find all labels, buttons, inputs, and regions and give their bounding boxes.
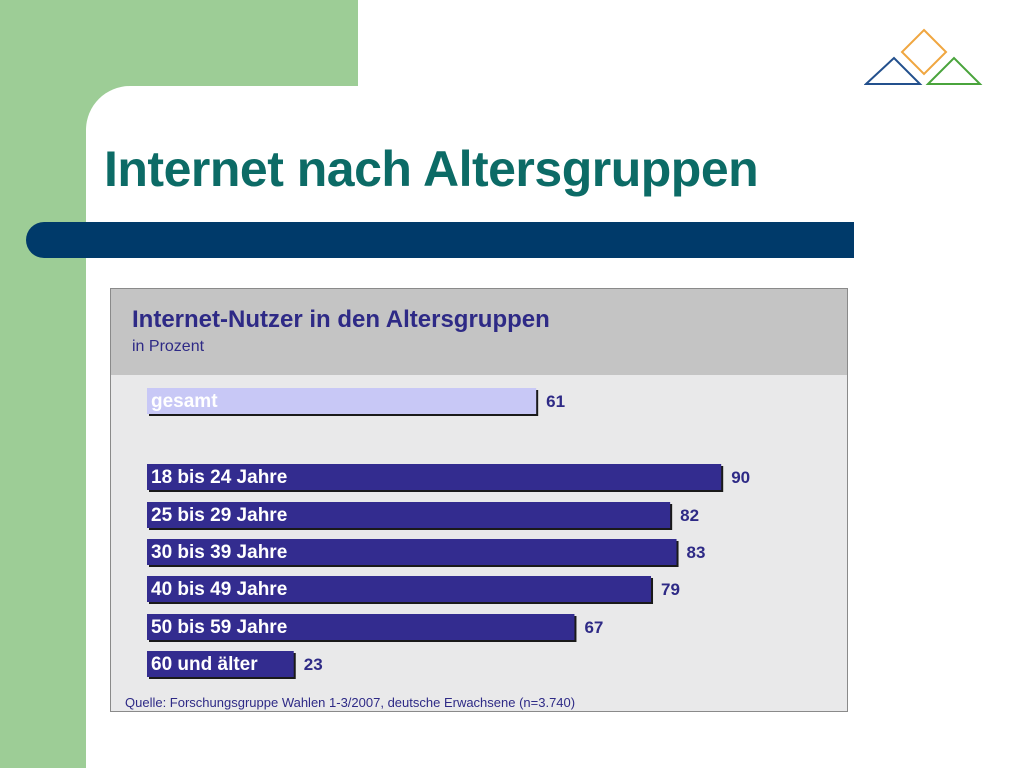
slide-title: Internet nach Altersgruppen xyxy=(104,141,759,197)
bar-category-label: 30 bis 39 Jahre xyxy=(151,542,287,563)
bar-category-label: 50 bis 59 Jahre xyxy=(151,617,287,638)
title-underline-bar xyxy=(26,222,854,258)
chart-title: Internet-Nutzer in den Altersgruppen xyxy=(132,306,550,333)
bar-category-label: 60 und älter xyxy=(151,654,258,675)
bar-category-label: 40 bis 49 Jahre xyxy=(151,579,287,600)
chart-source-note: Quelle: Forschungsgruppe Wahlen 1-3/2007… xyxy=(125,695,576,710)
chart-header xyxy=(111,289,847,375)
bar-category-label: 18 bis 24 Jahre xyxy=(151,467,287,488)
bar-category-label: gesamt xyxy=(151,391,218,412)
bar-4 xyxy=(147,576,652,602)
chart-frame: Internet-Nutzer in den Altersgruppen in … xyxy=(110,288,848,712)
bar-value-label: 83 xyxy=(687,543,706,562)
bar-3 xyxy=(147,539,677,565)
bar-6 xyxy=(147,651,294,677)
bar-chart: gesamt 61 18 bis 24 Jahre 90 25 bis 29 Jahre… xyxy=(147,388,750,679)
bar-value-label: 90 xyxy=(731,468,750,487)
bar-0 xyxy=(147,388,537,414)
bar-value-label: 23 xyxy=(304,655,323,674)
header-background xyxy=(358,0,1024,90)
bar-value-label: 79 xyxy=(661,580,680,599)
bar-category-label: 25 bis 29 Jahre xyxy=(151,505,287,526)
bar-value-label: 67 xyxy=(584,618,603,637)
bar-5 xyxy=(147,614,575,640)
bar-value-label: 82 xyxy=(680,506,699,525)
bar-2 xyxy=(147,502,671,528)
triangles-diamond-logo-icon xyxy=(864,28,983,85)
bar-value-label: 61 xyxy=(546,392,565,411)
bar-1 xyxy=(147,464,722,490)
chart-subtitle: in Prozent xyxy=(132,338,205,355)
